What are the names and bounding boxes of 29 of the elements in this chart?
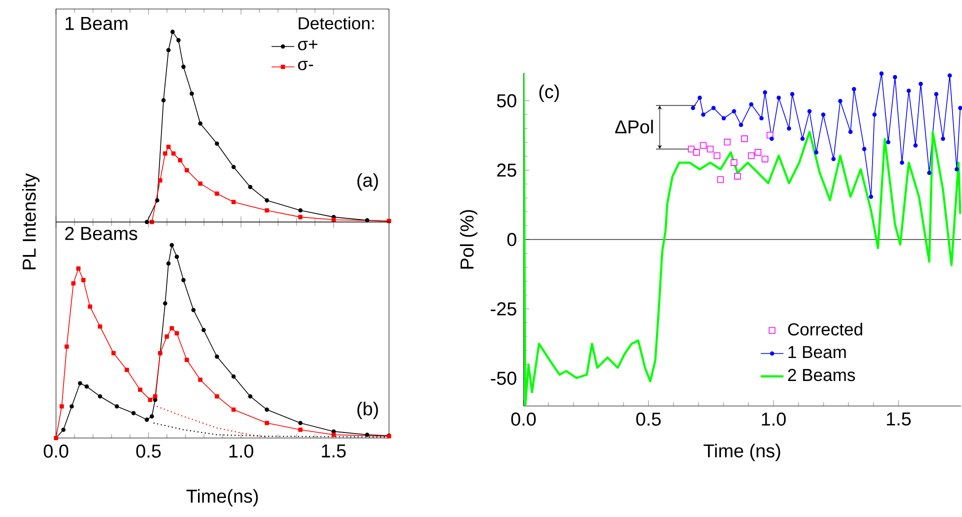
x-tick-label: 0.0: [44, 444, 68, 458]
x-tick-label: 1.5: [886, 412, 911, 426]
y-axis-title: Pol (%): [460, 210, 478, 269]
y-tick-label: -25: [490, 302, 516, 316]
legend-label: 1 Beam: [788, 346, 846, 358]
y-tick-label: 50: [497, 94, 516, 108]
x-tick-label: 0.5: [136, 444, 161, 458]
y-axis-title: PL Intensity: [22, 173, 40, 270]
y-tick-label: 25: [497, 164, 516, 177]
text: 2 Beams: [65, 226, 138, 240]
annotation: ΔPol: [615, 120, 653, 134]
annotation: (a): [357, 173, 378, 191]
legend-label: σ+: [298, 40, 318, 50]
y-tick-label: 0: [507, 232, 516, 246]
legend-label: 2 Beams: [788, 368, 855, 382]
x-tick-label: 1.5: [322, 444, 346, 458]
x-tick-label: 1.0: [229, 444, 254, 458]
annotation: (c): [539, 84, 559, 102]
x-axis-title: Time(ns): [186, 489, 258, 506]
legend-label: Corrected: [788, 322, 862, 336]
x-axis-title: Time (ns): [704, 444, 780, 462]
y-tick-label: -50: [490, 372, 516, 385]
annotation: (b): [357, 402, 378, 420]
legend-label: σ-: [298, 60, 314, 70]
x-tick-label: 0.5: [636, 412, 661, 426]
x-tick-label: 0.0: [511, 412, 536, 426]
text: 1 Beam: [66, 16, 128, 30]
legend-title: Detection:: [298, 16, 374, 30]
x-tick-label: 1.0: [762, 412, 786, 426]
